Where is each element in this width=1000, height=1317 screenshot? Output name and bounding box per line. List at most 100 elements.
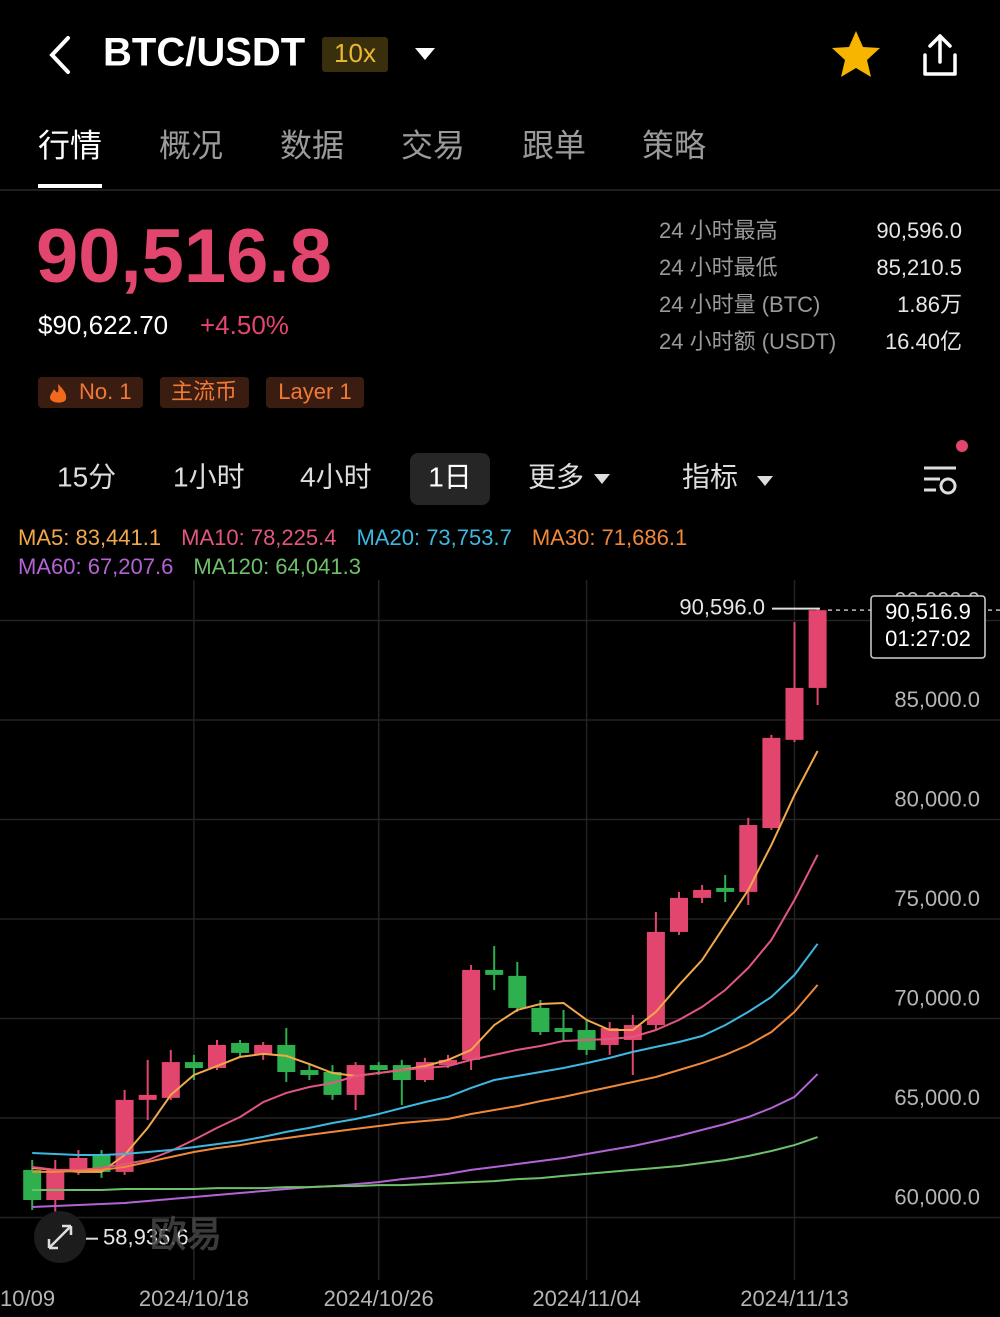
interval[interactable]: 更多: [528, 461, 584, 492]
interval[interactable]: 4小时: [300, 461, 372, 492]
tag-box: [266, 377, 364, 408]
fire-icon: [50, 384, 67, 403]
candle-body: [808, 610, 827, 688]
last-price-box: [870, 595, 986, 659]
x-tick-label: 2024/11/04: [532, 1286, 640, 1311]
share-button[interactable]: [923, 34, 957, 76]
candle-body: [693, 889, 712, 898]
legend-value: : 83,441.1: [63, 525, 162, 550]
candle-body: [254, 1044, 273, 1055]
expand-icon: [47, 1224, 73, 1250]
legend-entry: MA60: 67,207.6: [18, 552, 173, 581]
candle-body: [23, 1169, 42, 1200]
stat-value: 85,210.5: [876, 255, 962, 280]
low-marker-label: 58,935.6: [103, 1225, 189, 1250]
legend-name: MA30: [531, 525, 590, 550]
x-tick-label: 2024/10/26: [324, 1286, 434, 1311]
ma-line: [32, 854, 819, 1171]
ma-line: [32, 943, 819, 1156]
candle-body: [439, 1059, 457, 1066]
ma-line: [32, 984, 819, 1173]
candle-body: [46, 1169, 65, 1200]
favorite-star[interactable]: [832, 31, 880, 77]
interval-active-bg: [410, 453, 490, 505]
tab[interactable]: 策略: [642, 127, 706, 163]
interval[interactable]: 1日: [428, 461, 472, 492]
stat-label: 24 小时最高: [659, 218, 778, 243]
last-price: 90,516.8: [36, 214, 332, 299]
legend-name: MA10: [181, 525, 239, 550]
high-marker-label: 90,596.0: [679, 594, 765, 619]
candle-body: [646, 931, 665, 1026]
interval[interactable]: 1小时: [173, 461, 245, 492]
legend-name: MA60: [18, 554, 76, 579]
candle-body: [462, 969, 481, 1060]
legend-entry: MA120: 64,041.3: [193, 552, 361, 581]
legend-value: : 64,041.3: [263, 554, 361, 579]
tab[interactable]: 交易: [401, 127, 465, 163]
candle-body: [184, 1062, 203, 1069]
candle-body: [208, 1044, 226, 1069]
legend-name: MA120: [193, 554, 264, 579]
y-tick-label: 80,000.0: [894, 786, 980, 811]
candle-body: [531, 1007, 550, 1033]
y-tick-label: 65,000.0: [894, 1085, 980, 1110]
tab-underline: [38, 184, 102, 188]
candle-body: [69, 1158, 88, 1172]
watermark: 欧易: [150, 1214, 222, 1255]
dropdown-arrow: [594, 474, 610, 484]
legend-value: : 73,753.7: [413, 525, 512, 550]
chart-settings[interactable]: [924, 466, 957, 495]
countdown: 01:27:02: [885, 626, 971, 651]
x-tick-label: 2024/11/13: [740, 1286, 848, 1311]
candle-body: [716, 887, 735, 892]
ma-line: [32, 1136, 818, 1191]
candle-body: [600, 1028, 619, 1045]
tab[interactable]: 行情: [38, 127, 102, 163]
dropdown-arrow: [757, 476, 773, 486]
tab[interactable]: 概况: [159, 127, 223, 163]
candle-body: [739, 825, 758, 892]
tab[interactable]: 数据: [280, 127, 344, 163]
leverage-badge: [322, 37, 388, 72]
candle-body: [670, 897, 688, 932]
tab[interactable]: 跟单: [522, 127, 586, 163]
legend-name: MA20: [356, 525, 414, 550]
candle-body: [485, 969, 504, 975]
candle-body: [346, 1065, 365, 1095]
pair-dropdown[interactable]: [415, 48, 435, 60]
ma-line: [32, 1073, 819, 1208]
y-tick-label: 70,000.0: [894, 985, 980, 1010]
ma-legend: MA5: 83,441.1 MA10: 78,225.4 MA20: 73,753.…: [18, 523, 818, 581]
indicator-menu[interactable]: 指标: [682, 461, 738, 492]
legend-name: MA5: [18, 525, 64, 550]
y-tick-label: 75,000.0: [894, 886, 980, 911]
back-button[interactable]: [49, 36, 70, 74]
candle-body: [392, 1065, 411, 1080]
candle-body: [369, 1065, 388, 1071]
usd-price: $90,622.70: [38, 310, 168, 340]
notification-dot: [956, 440, 968, 452]
legend-value: : 67,207.6: [75, 554, 174, 579]
y-tick-label: 85,000.0: [894, 687, 980, 712]
stat-label: 24 小时额 (USDT): [659, 329, 836, 354]
candle-body: [554, 1028, 573, 1033]
last-price-label: 90,516.9: [885, 599, 971, 624]
stat-label: 24 小时最低: [659, 255, 778, 280]
candle-body: [785, 687, 804, 740]
interval[interactable]: 15分: [57, 461, 116, 492]
stat-value: 16.40亿: [885, 329, 962, 354]
candle-body: [300, 1070, 319, 1076]
pair-title: BTC/USDT: [103, 31, 305, 75]
candle-body: [138, 1094, 157, 1100]
x-tick-label: 2024/10/18: [139, 1286, 249, 1311]
ma-line: [32, 750, 819, 1173]
legend-entry: MA30: 71,686.1: [532, 523, 687, 552]
candle-body: [277, 1044, 296, 1073]
legend-value: : 78,225.4: [238, 525, 337, 550]
tag: 主流币: [171, 379, 237, 404]
x-tick-label: 10/09: [0, 1286, 55, 1311]
y-tick-label: 60,000.0: [894, 1184, 980, 1209]
leverage: 10x: [334, 38, 376, 68]
tag: No. 1: [79, 379, 132, 404]
